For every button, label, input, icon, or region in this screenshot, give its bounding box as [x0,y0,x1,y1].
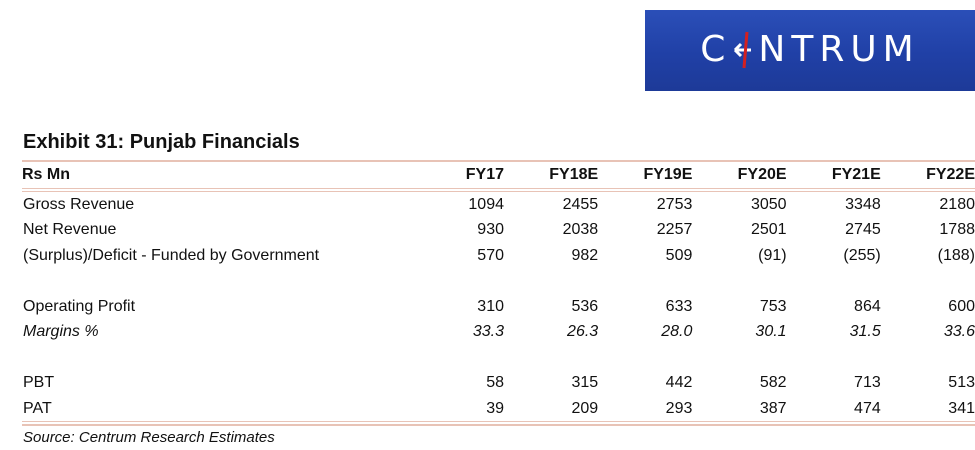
cell-value: 582 [759,374,787,392]
cell-value: 513 [948,374,975,392]
cell-value: 33.6 [943,323,975,341]
cell-value: 2455 [562,195,599,213]
table-top-rule [22,160,975,162]
table-row-margins: Margins % 33.3 26.3 28.0 30.1 31.5 33.6 [22,320,975,346]
cell-value: 536 [571,297,599,315]
row-label: Operating Profit [23,297,136,315]
table-spacer-row [22,269,975,295]
table-header-row: Rs Mn FY17 FY18E FY19E FY20E FY21E FY22E [22,162,975,188]
cell-value: 1788 [939,221,975,239]
cell-value: 2180 [939,195,975,213]
table-row-pat: PAT 39 209 293 387 474 341 [22,396,975,422]
row-label: (Surplus)/Deficit - Funded by Government [23,246,320,264]
cell-value: 26.3 [567,323,599,341]
header-unit: Rs Mn [22,166,70,183]
header-year: FY19E [643,166,693,183]
table-row-operating-profit: Operating Profit 310 536 633 753 864 600 [22,294,975,320]
cell-value: 474 [854,399,881,417]
header-year: FY22E [926,166,975,183]
header-bottom-rule [22,188,975,189]
row-label: PAT [23,399,52,417]
cell-value: 28.0 [661,323,693,341]
table-spacer-row [22,345,975,371]
cell-value: 341 [948,399,975,417]
cell-value: 442 [665,374,693,392]
table-bottom-rule-2 [22,424,975,426]
cell-value: 387 [759,399,787,417]
cell-value: 31.5 [849,323,881,341]
cell-value: 509 [665,246,693,264]
source-note: Source: Centrum Research Estimates [23,429,275,446]
cell-value: 864 [854,297,881,315]
cell-value: 600 [948,297,975,315]
cell-value: 3348 [845,195,881,213]
cell-value: 58 [486,374,504,392]
header-bottom-rule-2 [22,191,975,192]
cell-value: (255) [843,246,881,264]
table-row-pbt: PBT 58 315 442 582 713 513 [22,371,975,397]
cell-value: 2753 [656,195,693,213]
cell-value: 1094 [468,195,504,213]
cell-value: 753 [759,297,787,315]
row-label: Margins % [23,323,99,341]
cell-value: 930 [477,221,504,239]
cell-value: 2038 [562,221,599,239]
centrum-logo: C NTRUM [645,10,975,91]
logo-wordmark: C NTRUM [700,29,920,70]
financials-table: Rs Mn FY17 FY18E FY19E FY20E FY21E FY22E… [22,162,975,422]
cell-value: 982 [571,246,599,264]
cell-value: 633 [665,297,693,315]
cell-value: 209 [571,399,599,417]
cell-value: 2745 [845,221,881,239]
cell-value: 2257 [656,221,693,239]
table-row-net-revenue: Net Revenue 930 2038 2257 2501 2745 1788 [22,218,975,244]
header-year: FY17 [465,166,504,183]
cell-value: (91) [758,246,787,264]
cell-value: 33.3 [472,323,504,341]
logo-arrow-icon [733,31,751,69]
cell-value: 293 [665,399,693,417]
header-year: FY20E [737,166,787,183]
cell-value: 2501 [750,221,787,239]
header-year: FY18E [549,166,599,183]
row-label: PBT [23,374,55,392]
row-label: Net Revenue [23,221,117,239]
table-row-gross-revenue: Gross Revenue 1094 2455 2753 3050 3348 2… [22,192,975,218]
exhibit-title: Exhibit 31: Punjab Financials [23,131,300,153]
table-row-surplus-deficit: (Surplus)/Deficit - Funded by Government… [22,243,975,269]
cell-value: 30.1 [755,323,787,341]
cell-value: 3050 [750,195,787,213]
table-bottom-rule [22,421,975,422]
cell-value: (188) [937,246,975,264]
cell-value: 713 [854,374,881,392]
header-year: FY21E [831,166,881,183]
cell-value: 315 [571,374,599,392]
cell-value: 570 [477,246,504,264]
cell-value: 310 [477,297,504,315]
row-label: Gross Revenue [23,195,135,213]
cell-value: 39 [486,399,504,417]
